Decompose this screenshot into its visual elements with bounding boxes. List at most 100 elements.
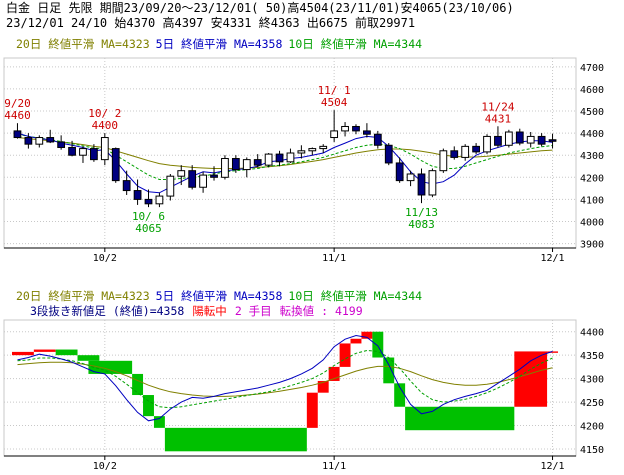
peak-date-label: 11/24 <box>481 100 514 113</box>
candle-body <box>231 158 240 171</box>
candle-body <box>417 173 426 196</box>
candle-body <box>221 158 229 178</box>
candle-body <box>46 137 55 143</box>
header-summary-line: 白金 日足 先限 期間23/09/20～23/12/01( 50)高4504(2… <box>6 1 514 15</box>
x-tick-label: 11/1 <box>322 253 346 264</box>
break-brick <box>328 366 340 381</box>
trough-value-label: 4083 <box>408 218 435 231</box>
break-brick <box>383 357 395 384</box>
header-ohlc-line: 23/12/01 24/10 始4370 高4397 安4331 終4363 出… <box>6 16 416 30</box>
status-reversal: 転換値 : 4199 <box>280 304 363 318</box>
break-brick <box>33 349 56 352</box>
ma5-line <box>17 334 553 422</box>
peak-value-label: 4400 <box>92 119 119 132</box>
candle-body <box>494 135 502 146</box>
candle-body <box>548 139 557 142</box>
peak-date-label: 10/ 2 <box>88 107 121 120</box>
candle-body <box>111 148 120 182</box>
candle-body <box>352 125 360 132</box>
y-tick-label: 4700 <box>580 63 604 74</box>
candle-body <box>537 135 546 145</box>
candle-body <box>90 148 98 161</box>
break-brick <box>153 416 165 428</box>
break-brick <box>394 383 406 407</box>
candle-body <box>68 146 76 156</box>
candle-body <box>24 137 33 145</box>
candle-body <box>133 190 142 200</box>
candle-body <box>275 153 284 163</box>
candle-body <box>122 180 131 192</box>
candle-body <box>57 141 66 148</box>
candle-body <box>472 145 480 153</box>
y-tick-label: 4600 <box>580 85 604 96</box>
break-brick <box>350 338 362 344</box>
break-brick <box>372 331 384 358</box>
candle-body <box>79 148 87 156</box>
candle-body <box>406 173 415 182</box>
status-step: 2 手目 <box>235 304 272 318</box>
y-tick-label: 4200 <box>580 422 604 433</box>
legend-ma10: 10日 終値平滑 MA=4344 <box>288 289 422 303</box>
y-tick-label: 3900 <box>580 240 604 251</box>
y-tick-label: 4400 <box>580 129 604 140</box>
candle-body <box>166 175 175 197</box>
break-brick <box>77 355 100 361</box>
candle-body <box>395 162 404 182</box>
y-tick-label: 4000 <box>580 217 604 228</box>
candle-body <box>450 150 459 158</box>
ma10-line <box>17 349 553 409</box>
candle-body <box>253 159 262 166</box>
peak-value-label: 4460 <box>4 109 31 122</box>
candle-body <box>439 150 448 172</box>
three-line-break-chart: 4400 4350 4300 4250 4200 4150 10/2 11/1 12/1 20日 … <box>3 289 604 472</box>
candle-body <box>515 131 524 144</box>
candle-body <box>177 170 186 177</box>
candle-body <box>144 198 153 205</box>
candle-body <box>13 130 22 139</box>
break-brick <box>514 351 548 407</box>
status-trend: 陽転中 <box>192 304 227 318</box>
peak-date-label: 11/ 1 <box>318 84 351 97</box>
peak-date-label: 9/20 <box>4 97 31 110</box>
candle-body <box>286 152 295 163</box>
ma20-line <box>17 361 553 397</box>
candle-body <box>330 130 339 139</box>
candle-body <box>199 174 207 188</box>
break-brick <box>317 380 329 393</box>
candle-body <box>504 131 513 146</box>
peak-value-label: 4431 <box>485 112 512 125</box>
candle-body <box>242 159 251 171</box>
break-brick <box>55 349 78 356</box>
legend-ma20: 20日 終値平滑 MA=4323 <box>16 37 150 51</box>
y-tick-label: 4200 <box>580 173 604 184</box>
candle-body <box>461 145 470 158</box>
candle-body <box>264 153 273 166</box>
candle-body <box>35 137 44 145</box>
candle-body <box>341 125 349 132</box>
break-brick <box>132 373 144 396</box>
status-prefix: 3段抜き新値足 (終値)=4358 <box>30 304 184 318</box>
legend-ma5: 5日 終値平滑 MA=4358 <box>156 289 283 303</box>
trough-value-label: 4065 <box>135 222 162 235</box>
legend-ma5: 5日 終値平滑 MA=4358 <box>156 37 283 51</box>
candle-body <box>363 130 371 135</box>
candle-body <box>483 135 491 153</box>
candle-body <box>373 133 382 146</box>
candle-body <box>428 170 437 196</box>
y-tick-label: 4150 <box>580 445 604 456</box>
candle-body <box>210 174 218 178</box>
candle-body <box>526 135 535 144</box>
y-tick-label: 4100 <box>580 195 604 206</box>
candle-body <box>319 145 328 150</box>
break-brick <box>361 331 373 339</box>
break-brick <box>306 392 318 428</box>
candlestick-chart: 4700 4600 4500 4400 4300 4200 4100 4000 3900 10/2… <box>3 37 604 264</box>
y-tick-label: 4300 <box>580 375 604 386</box>
break-brick <box>164 427 307 452</box>
candle-body <box>297 150 306 154</box>
legend-ma20: 20日 終値平滑 MA=4323 <box>16 289 150 303</box>
trough-date-label: 10/ 6 <box>132 210 165 223</box>
x-tick-label: 10/2 <box>93 461 117 472</box>
break-brick <box>88 360 133 374</box>
